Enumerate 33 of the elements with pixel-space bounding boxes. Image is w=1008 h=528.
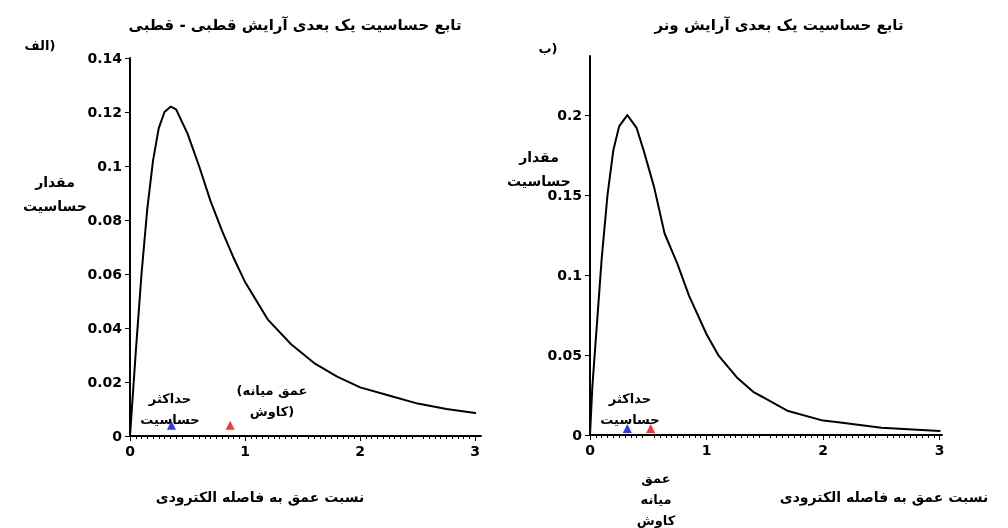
y-tick-label: 0.12 <box>87 104 122 120</box>
y-axis-title: مقدار حساسیت <box>507 149 571 189</box>
annotation: حداکثر حساسیت <box>600 391 660 427</box>
x-tick-label: 0 <box>585 442 596 458</box>
x-axis-title: نسبت عمق به فاصله الکترودی <box>779 489 989 506</box>
x-tick-label: 0 <box>125 443 136 459</box>
y-axis-title: مقدار حساسیت <box>23 174 87 214</box>
chart-title: تابع حساسیت یک بعدی آرایش قطبی - قطبی <box>128 15 462 34</box>
x-tick-label: 2 <box>355 443 366 459</box>
annotation: (عمق میانه کاوش) <box>236 383 308 419</box>
x-tick-label: 3 <box>934 442 945 458</box>
text: ب) <box>538 41 558 56</box>
text: الف) <box>24 38 56 53</box>
y-tick-label: 0.14 <box>87 50 123 66</box>
y-tick-label: 0.1 <box>97 158 122 174</box>
text: عمق میانه کاوش <box>636 471 676 528</box>
y-tick-label: 0.08 <box>87 212 122 228</box>
x-tick-label: 2 <box>818 442 828 458</box>
x-tick-label: 1 <box>240 443 250 459</box>
y-tick-label: 0.15 <box>547 187 582 204</box>
y-tick-label: 0 <box>112 428 123 444</box>
y-tick-label: 0 <box>572 427 583 443</box>
x-tick-label: 1 <box>701 442 712 458</box>
y-tick-label: 0.1 <box>557 267 582 284</box>
x-tick-label: 3 <box>470 443 481 459</box>
y-tick-label: 0.05 <box>547 347 582 364</box>
annotation: حداکثر حساسیت <box>140 391 200 427</box>
x-axis-title: نسبت عمق به فاصله الکترودی <box>155 489 365 506</box>
chart-title: تابع حساسیت یک بعدی آرایش ونر <box>653 15 904 34</box>
y-tick-label: 0.2 <box>557 107 582 124</box>
y-tick-label: 0.02 <box>87 374 122 390</box>
y-tick-label: 0.06 <box>87 266 122 282</box>
y-tick-label: 0.04 <box>87 320 123 336</box>
